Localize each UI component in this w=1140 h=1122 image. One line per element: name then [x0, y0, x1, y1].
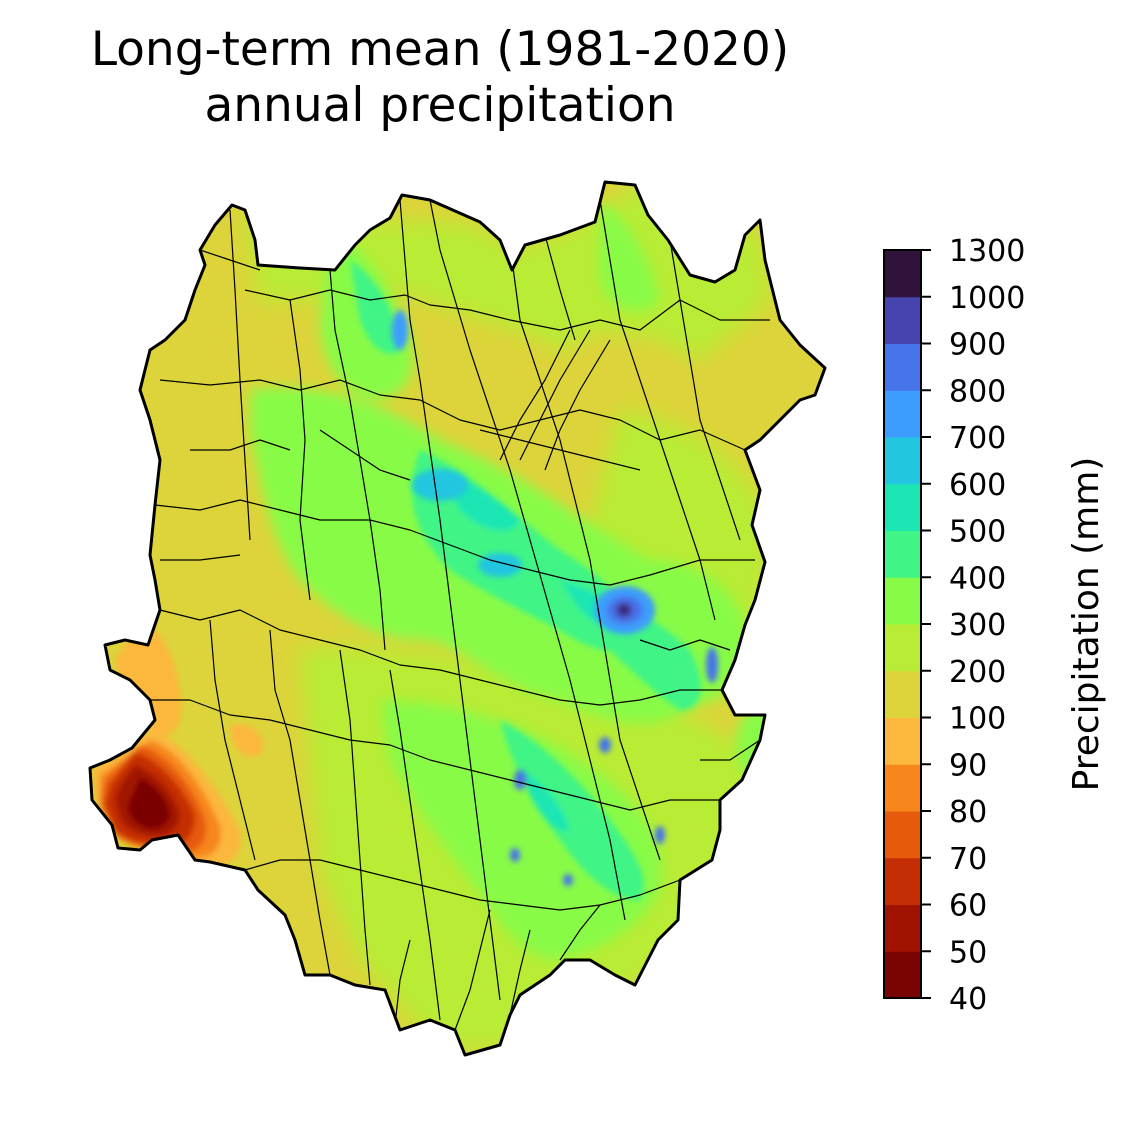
colorbar-swatch-14 — [884, 296, 921, 344]
colorbar-swatch-10 — [884, 483, 921, 531]
colorbar-swatch-7 — [884, 624, 921, 672]
colorbar-swatch-4 — [884, 764, 921, 812]
colorbar-tick-label: 100 — [949, 702, 1006, 737]
colorbar-swatch-3 — [884, 811, 921, 859]
colorbar-tick-label: 700 — [949, 421, 1006, 456]
colorbar-tick-label: 1000 — [949, 281, 1025, 316]
colorbar-swatch-6 — [884, 670, 921, 718]
colorbar-label: Precipitation (mm) — [1066, 457, 1107, 792]
region-outline — [88, 180, 827, 1057]
field-low-precip-southwest — [92, 620, 263, 866]
colorbar-tick-label: 70 — [949, 842, 987, 877]
colorbar-tick-label: 300 — [949, 608, 1006, 643]
colorbar-swatch-12 — [884, 390, 921, 438]
colorbar-tick-label: 200 — [949, 655, 1006, 690]
colorbar-ticks: 40 50 60 70 80 90 100 200 300 400 500 600 700 800 900 1… — [921, 234, 1025, 1017]
colorbar-swatch-2 — [884, 857, 921, 905]
colorbar-tick-label: 40 — [949, 982, 987, 1017]
colorbar-tick-label: 90 — [949, 748, 987, 783]
colorbar-swatch-11 — [884, 437, 921, 485]
colorbar-swatches — [884, 250, 921, 999]
map-title-line2: annual precipitation — [204, 78, 676, 133]
colorbar-tick-label: 600 — [949, 468, 1006, 503]
map-title: Long-term mean (1981-2020) annual precip… — [0, 22, 880, 134]
colorbar-swatch-0 — [884, 951, 921, 999]
colorbar-swatch-9 — [884, 530, 921, 578]
field-high-precip-cores — [392, 310, 718, 886]
colorbar-tick-label: 900 — [949, 328, 1006, 363]
colorbar-swatch-5 — [884, 717, 921, 765]
colorbar-swatch-15 — [884, 250, 921, 298]
colorbar-tick-label: 500 — [949, 515, 1006, 550]
subbasin-boundaries — [150, 199, 770, 1031]
colorbar-swatch-8 — [884, 577, 921, 625]
colorbar-tick-label: 50 — [949, 935, 987, 970]
colorbar-tick-label: 400 — [949, 561, 1006, 596]
colorbar-tick-label: 80 — [949, 795, 987, 830]
colorbar-tick-label: 60 — [949, 889, 987, 924]
map-title-line1: Long-term mean (1981-2020) — [90, 22, 790, 77]
colorbar-swatch-13 — [884, 343, 921, 391]
colorbar-swatch-1 — [884, 904, 921, 952]
colorbar-tick-label: 1300 — [949, 234, 1025, 269]
colorbar-tick-label: 800 — [949, 374, 1006, 409]
